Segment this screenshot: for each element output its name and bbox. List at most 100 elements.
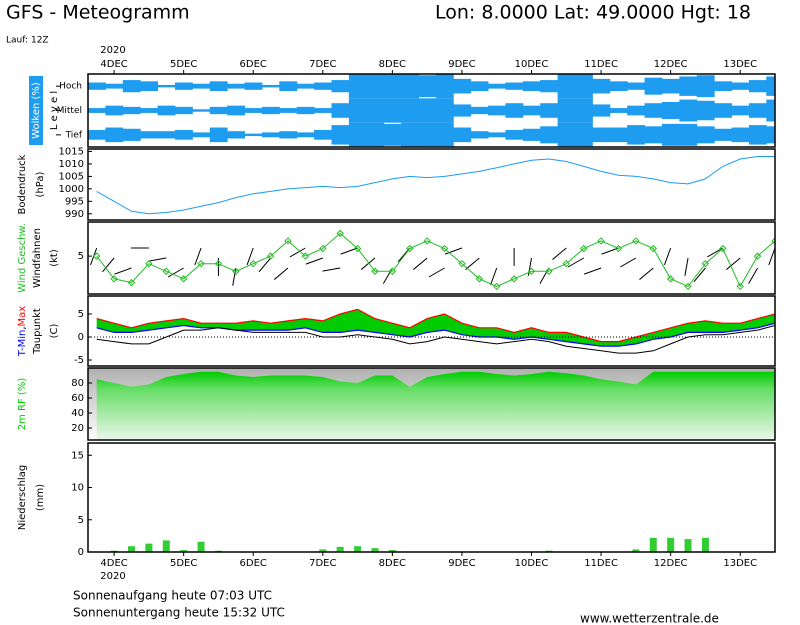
cloud-cell — [644, 103, 663, 118]
cloud-cell — [522, 81, 541, 92]
x-tick-label: 11DEC — [584, 558, 618, 569]
wind-barb — [684, 257, 689, 276]
wind-barb — [273, 267, 289, 280]
level-label: L e v e l — [49, 91, 60, 130]
cloud-cell — [209, 127, 228, 143]
wind-barb — [639, 267, 654, 280]
cloud-cell — [383, 74, 402, 99]
cloud-cell — [348, 74, 367, 99]
cloud-cell — [314, 108, 332, 113]
precip-bar — [667, 537, 675, 552]
cloud-cell — [383, 123, 402, 146]
wind-speed-point — [319, 244, 327, 253]
cloud-cell — [592, 104, 611, 117]
wind-barb — [382, 267, 393, 284]
cloud-cell — [696, 75, 715, 98]
cloud-cell — [679, 76, 698, 96]
cloud-cell — [470, 131, 489, 139]
cloud-cell — [557, 122, 576, 147]
x-tick-label: 8DEC — [379, 558, 406, 569]
legend-entry: Max — [17, 306, 28, 327]
panel-background — [88, 222, 775, 294]
wind-barb — [148, 257, 167, 262]
wind-speed-point — [388, 267, 397, 275]
precip-bar — [336, 546, 344, 552]
y-tick-label: 5 — [78, 515, 84, 526]
cloud-cell — [435, 74, 454, 99]
cloud-cell — [261, 106, 280, 115]
y-tick-label: 5 — [78, 251, 84, 262]
cloud-cell — [557, 74, 576, 99]
wind-barb — [444, 247, 463, 255]
panel-frame — [87, 442, 776, 553]
y-tick-label: 15 — [71, 450, 84, 461]
precip-bar — [649, 537, 657, 552]
y-label2: Windfahnen — [32, 228, 43, 288]
y-tick-label: 40 — [71, 408, 84, 419]
wind-barb — [490, 267, 498, 286]
level-name: Hoch — [59, 82, 82, 92]
ylabel-bg — [29, 76, 43, 145]
wind-barb — [167, 267, 184, 278]
cloud-cell — [505, 103, 524, 118]
wind-speed-point — [284, 237, 292, 245]
wind-barb — [552, 247, 567, 260]
cloud-cell — [296, 106, 315, 115]
cloud-cell — [522, 105, 541, 116]
cloud-cell — [661, 123, 680, 146]
y-unit: (mm) — [35, 484, 46, 511]
cloud-cell — [244, 133, 263, 137]
cloud-cell — [748, 103, 767, 118]
y-label: Wind Geschw. — [17, 223, 28, 293]
cloud-cell — [661, 101, 680, 120]
precip-bar — [127, 546, 135, 552]
cloud-cell — [88, 82, 106, 90]
cloud-cell — [296, 132, 315, 138]
wind-barb — [258, 257, 272, 273]
cloud-cell — [488, 105, 506, 116]
y-tick-label: -5 — [74, 355, 84, 366]
cloud-cell — [679, 99, 698, 122]
cloud-cell — [609, 127, 628, 143]
cloud-cell — [731, 82, 750, 90]
precip-bar — [701, 537, 709, 552]
x-tick-label: 10DEC — [515, 59, 549, 70]
cloud-cell — [105, 83, 124, 89]
cloud-cell — [418, 98, 437, 123]
cloud-cell — [88, 129, 106, 140]
cloud-cell — [505, 129, 524, 140]
wind-barb — [360, 257, 376, 270]
cloud-cell — [505, 82, 524, 90]
panel-frame — [87, 148, 776, 221]
cloud-cell — [574, 122, 593, 147]
location: Lon: 8.0000 Lat: 49.0000 Hgt: 18 — [435, 2, 751, 24]
pressure-line — [96, 156, 775, 215]
y-tick-label: 80 — [71, 378, 84, 389]
cloud-cell — [540, 126, 559, 144]
wind-speed-point — [614, 244, 623, 253]
cloud-cell — [122, 128, 141, 141]
wind-speed-point — [353, 244, 362, 253]
cloud-cell — [714, 128, 733, 141]
x-tick-label: 6DEC — [240, 558, 267, 569]
cloud-cell — [366, 122, 385, 147]
x-tick-label: 4DEC — [100, 558, 127, 569]
panel-marks — [96, 156, 775, 215]
wind-barb — [539, 267, 550, 284]
cloud-cell — [766, 126, 775, 144]
year-bottom: 2020 — [100, 571, 125, 582]
y-unit: (hPa) — [35, 171, 46, 197]
cloud-cell — [627, 125, 646, 145]
x-tick-label: 8DEC — [379, 59, 406, 70]
y-label: 2m RF (%) — [17, 378, 28, 431]
x-tick-label: 12DEC — [654, 59, 688, 70]
wind-barb — [693, 267, 706, 283]
cloud-cell — [209, 106, 228, 115]
wind-barb — [726, 257, 741, 270]
wind-barb — [567, 257, 584, 268]
y-tick-label: 20 — [71, 423, 84, 434]
cloud-cell — [453, 127, 472, 143]
y-label: Wolken (%) — [31, 82, 42, 139]
wind-speed-point — [701, 259, 710, 268]
